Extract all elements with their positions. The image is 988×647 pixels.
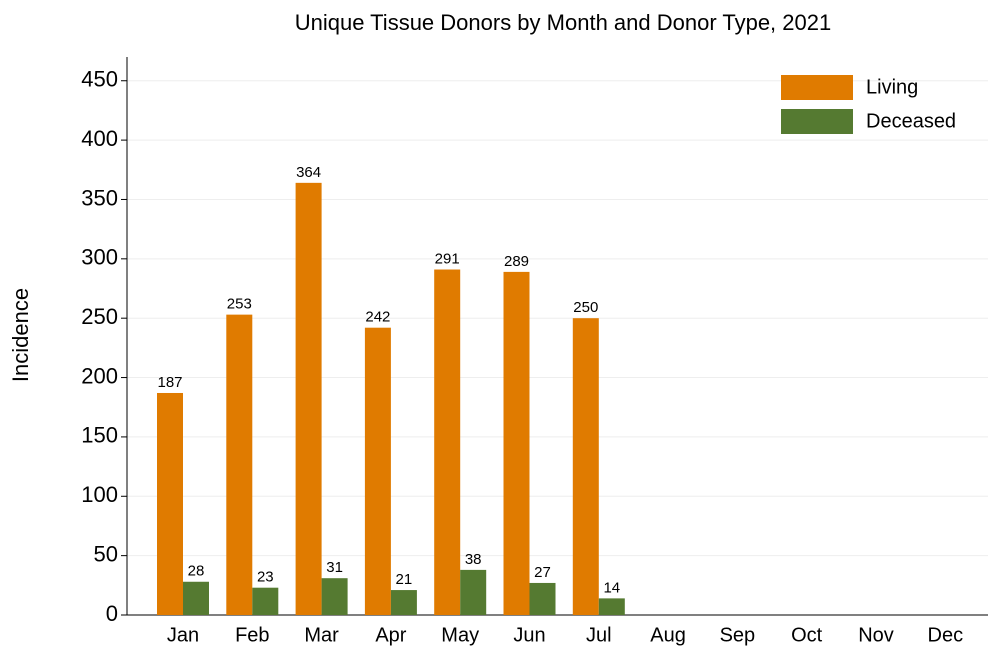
bar [157,392,183,615]
x-tick-label: Sep [720,624,756,646]
x-tick-label: Apr [375,624,406,646]
x-tick-label: Dec [928,624,964,646]
legend-label: Deceased [866,110,956,132]
x-tick-label: Jan [167,624,199,646]
y-axis-label: Incidence [8,288,33,382]
data-label: 38 [465,551,482,568]
bar [226,314,253,615]
x-tick-label: Mar [304,624,339,646]
data-label: 28 [188,563,205,580]
data-label: 31 [326,559,343,576]
bar [460,569,487,615]
x-tick-label: May [441,624,479,646]
bar [252,587,279,615]
data-label: 27 [534,564,551,581]
data-label: 364 [296,164,321,181]
y-tick-label: 0 [106,601,118,626]
y-tick-label: 450 [81,67,118,92]
bar [390,590,417,615]
bar [295,182,322,615]
legend-label: Living [866,76,918,98]
x-tick-label: Aug [650,624,686,646]
data-label: 14 [603,579,620,596]
bar [321,578,348,615]
data-label: 23 [257,569,274,586]
data-label: 187 [157,374,182,391]
data-label: 21 [396,571,413,588]
x-tick-label: Feb [235,624,269,646]
bar [572,318,599,615]
bar [364,327,391,615]
data-label: 291 [435,250,460,267]
y-tick-label: 150 [81,423,118,448]
x-tick-label: Jun [513,624,545,646]
bar [183,581,209,615]
x-tick-label: Jul [586,624,612,646]
y-tick-label: 200 [81,363,118,388]
data-label: 250 [573,299,598,316]
data-label: 242 [365,309,390,326]
x-tick-label: Oct [791,624,823,646]
y-tick-label: 300 [81,245,118,270]
bar [529,582,556,615]
chart-title: Unique Tissue Donors by Month and Donor … [295,10,831,35]
legend-swatch [781,109,853,134]
y-tick-label: 350 [81,185,118,210]
y-tick-label: 50 [94,541,118,566]
legend-swatch [781,75,853,100]
bar [598,598,625,615]
bar [434,269,461,615]
y-tick-label: 100 [81,482,118,507]
data-label: 253 [227,296,252,313]
bar [503,271,530,615]
x-tick-label: Nov [858,624,894,646]
y-tick-label: 250 [81,304,118,329]
data-label: 289 [504,253,529,270]
y-tick-label: 400 [81,126,118,151]
